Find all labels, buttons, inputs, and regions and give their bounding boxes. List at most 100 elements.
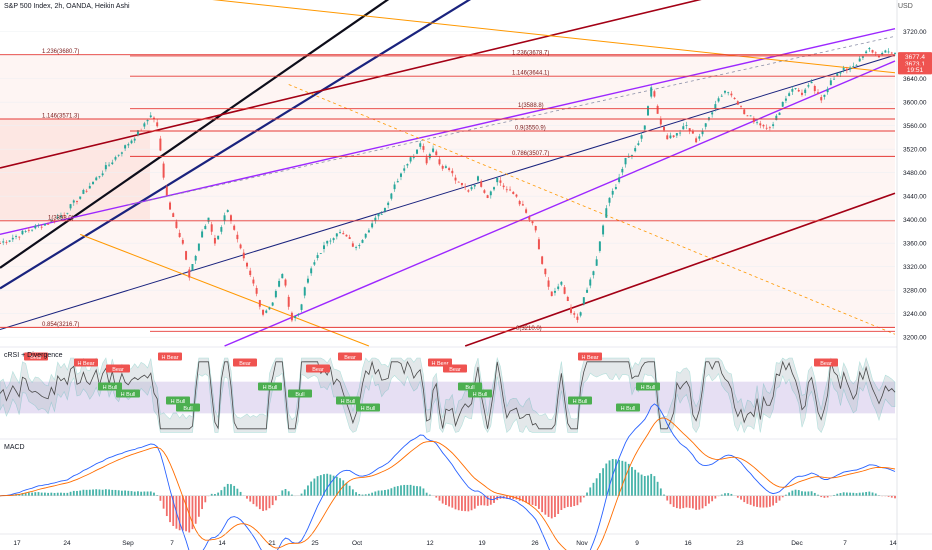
candle-body <box>82 189 85 194</box>
darkred-upper-trendline <box>0 0 702 169</box>
macd-histogram-bar <box>467 495 470 512</box>
time-tick-label: Sep <box>122 540 134 547</box>
price-badge <box>898 65 932 75</box>
macd-histogram-bar <box>371 492 374 496</box>
time-tick-label: 7 <box>170 540 174 547</box>
candle-body <box>454 177 457 181</box>
candle-body <box>768 127 771 129</box>
candle-body <box>399 173 402 177</box>
candle-body <box>156 122 159 127</box>
macd-histogram-bar <box>230 484 232 496</box>
candle-body <box>486 195 489 199</box>
candle-body <box>621 168 624 173</box>
candle-body <box>743 109 746 115</box>
macd-histogram-bar <box>563 495 566 509</box>
macd-histogram-bar <box>557 495 560 514</box>
macd-histogram-bar <box>538 495 540 509</box>
macd-histogram-bar <box>791 490 794 496</box>
macd-histogram-bar <box>448 495 451 507</box>
macd-histogram-bar <box>589 487 592 496</box>
macd-histogram-bar <box>380 490 383 496</box>
candle-body <box>85 190 88 192</box>
price-tick-label: 3200.00 <box>903 335 927 342</box>
candle-body <box>5 241 8 243</box>
candle-body <box>861 56 864 58</box>
fib-level-label: 1.236(3678.7) <box>512 50 549 56</box>
candle-body <box>775 115 778 121</box>
macd-histogram-bar <box>387 489 390 496</box>
candle-body <box>605 208 608 218</box>
macd-histogram-bar <box>682 495 685 509</box>
candle-body <box>727 92 730 94</box>
candle-body <box>650 87 653 97</box>
macd-histogram-bar <box>108 489 110 496</box>
macd-histogram-bar <box>165 495 168 517</box>
bull-label: H Bull <box>103 385 118 391</box>
candle-body <box>191 263 194 271</box>
macd-histogram-bar <box>31 492 33 496</box>
macd-histogram-bar <box>300 493 303 496</box>
macd-histogram-bar <box>862 492 864 496</box>
macd-histogram-bar <box>137 491 139 496</box>
macd-histogram-bar <box>72 490 75 496</box>
candle-body <box>887 51 890 53</box>
macd-histogram-bar <box>778 495 781 501</box>
candle-body <box>829 80 832 86</box>
macd-histogram-bar <box>656 481 659 496</box>
macd-histogram-bar <box>560 495 563 511</box>
price-tick-label: 3280.00 <box>903 288 927 295</box>
purple-upper-channel <box>0 28 896 236</box>
candle-body <box>300 304 303 310</box>
bull-label-box <box>336 396 360 405</box>
candle-body <box>281 273 284 279</box>
grey-dashed-trendline <box>128 35 896 206</box>
candle-body <box>75 201 78 202</box>
macd-histogram-bar <box>554 495 556 518</box>
bull-label-box <box>468 389 492 398</box>
candle-body <box>544 268 547 275</box>
candle-body <box>101 173 104 176</box>
candle-body <box>547 280 550 287</box>
candle-body <box>181 239 184 244</box>
bull-label-box <box>636 382 660 391</box>
candle-body <box>371 223 374 228</box>
macd-histogram-bar <box>692 495 694 509</box>
macd-histogram-bar <box>127 490 130 496</box>
time-tick-label: 25 <box>311 540 319 547</box>
fib-level-label: 0.9(3550.9) <box>515 125 546 131</box>
macd-histogram-bar <box>162 495 165 509</box>
bull-label: H Bull <box>621 406 636 412</box>
candle-body <box>425 157 428 164</box>
macd-histogram-bar <box>88 489 91 496</box>
price-candles <box>0 46 896 323</box>
macd-histogram-bar <box>101 489 104 496</box>
fib-background <box>0 54 895 328</box>
candle-body <box>332 238 335 241</box>
candle-body <box>656 105 659 114</box>
macd-histogram-bar <box>624 461 627 496</box>
macd-histogram-bar <box>368 493 370 496</box>
macd-histogram-bar <box>27 492 30 496</box>
macd-histogram-bar <box>659 488 662 496</box>
candle-body <box>698 136 701 139</box>
price-tick-label: 3640.00 <box>903 76 927 83</box>
macd-histogram-bar <box>66 492 69 496</box>
macd-histogram-bar <box>124 490 127 496</box>
bull-label: H Bull <box>573 399 588 405</box>
candle-body <box>521 204 524 206</box>
macd-histogram-bar <box>316 476 319 496</box>
macd-histogram-bar <box>695 495 698 510</box>
candle-body <box>236 234 239 240</box>
candle-body <box>813 86 816 92</box>
macd-histogram-bar <box>663 494 665 496</box>
candle-body <box>95 177 98 181</box>
price-tick-label: 3720.00 <box>903 29 927 36</box>
candle-body <box>207 217 210 222</box>
candle-body <box>823 94 826 97</box>
candle-body <box>169 202 172 210</box>
bull-label: Bull <box>465 385 474 391</box>
macd-histogram-bar <box>210 493 213 496</box>
candle-body <box>762 124 765 127</box>
macd-histogram-bar <box>615 459 617 496</box>
